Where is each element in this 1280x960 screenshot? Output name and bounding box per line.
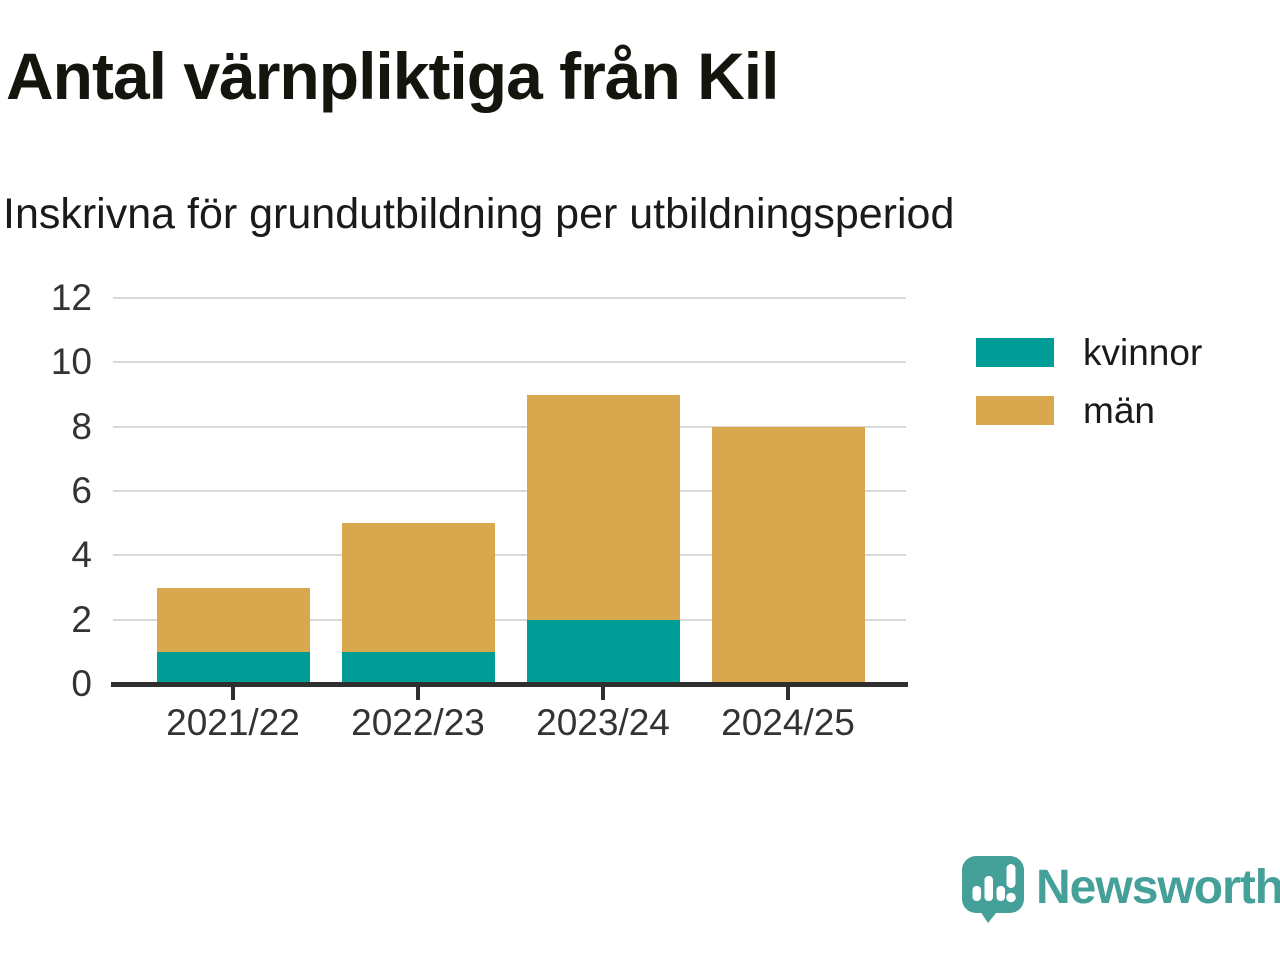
bar-segment-män-2024/25 xyxy=(711,426,865,684)
gridline-y-12 xyxy=(113,297,906,299)
chart-subtitle: Inskrivna för grundutbildning per utbild… xyxy=(3,190,955,238)
x-tick-label: 2021/22 xyxy=(166,702,300,743)
gridline-y-2 xyxy=(113,618,906,621)
legend-swatch-män xyxy=(976,396,1054,425)
bar-segment-kvinnor-2021/22 xyxy=(156,651,310,684)
legend-label-kvinnor: kvinnor xyxy=(1083,331,1203,373)
x-tick-label: 2024/25 xyxy=(721,702,855,743)
bar-segment-kvinnor-2022/23 xyxy=(341,651,495,684)
x-tick-mark xyxy=(416,687,420,700)
y-tick-label: 6 xyxy=(71,470,92,511)
y-tick-label: 4 xyxy=(71,534,92,576)
legend-swatch-kvinnor xyxy=(976,338,1054,367)
x-tick-mark xyxy=(231,687,235,700)
y-tick-label: 12 xyxy=(50,277,92,318)
gridline-y-4 xyxy=(113,554,906,557)
legend-item-kvinnor: kvinnor xyxy=(976,332,1202,373)
gridline-y-10 xyxy=(113,361,906,364)
legend: kvinnor män xyxy=(976,332,1202,454)
brand-footer: Newsworthy xyxy=(962,856,1280,924)
bar-segment-män-2021/22 xyxy=(156,587,310,652)
x-tick-label: 2023/24 xyxy=(536,702,670,743)
y-tick-label: 8 xyxy=(71,405,92,447)
y-tick-label: 10 xyxy=(50,341,92,383)
chart-title: Antal värnpliktiga från Kil xyxy=(6,39,779,113)
legend-item-män: män xyxy=(976,390,1202,431)
x-tick-mark xyxy=(786,687,790,700)
y-tick-label: 0 xyxy=(71,663,92,704)
bar-segment-män-2022/23 xyxy=(341,523,495,652)
bar-segment-kvinnor-2023/24 xyxy=(526,619,680,684)
gridline-y-8 xyxy=(113,425,906,428)
x-tick-mark xyxy=(601,687,605,700)
newsworthy-logo-icon xyxy=(962,856,1024,923)
x-axis-line xyxy=(111,682,908,687)
x-tick-label: 2022/23 xyxy=(351,702,485,743)
gridline-y-6 xyxy=(113,490,906,492)
legend-label-män: män xyxy=(1083,389,1155,431)
bar-segment-män-2023/24 xyxy=(526,394,680,620)
y-tick-label: 2 xyxy=(71,598,92,640)
brand-name: Newsworthy xyxy=(1036,861,1280,914)
